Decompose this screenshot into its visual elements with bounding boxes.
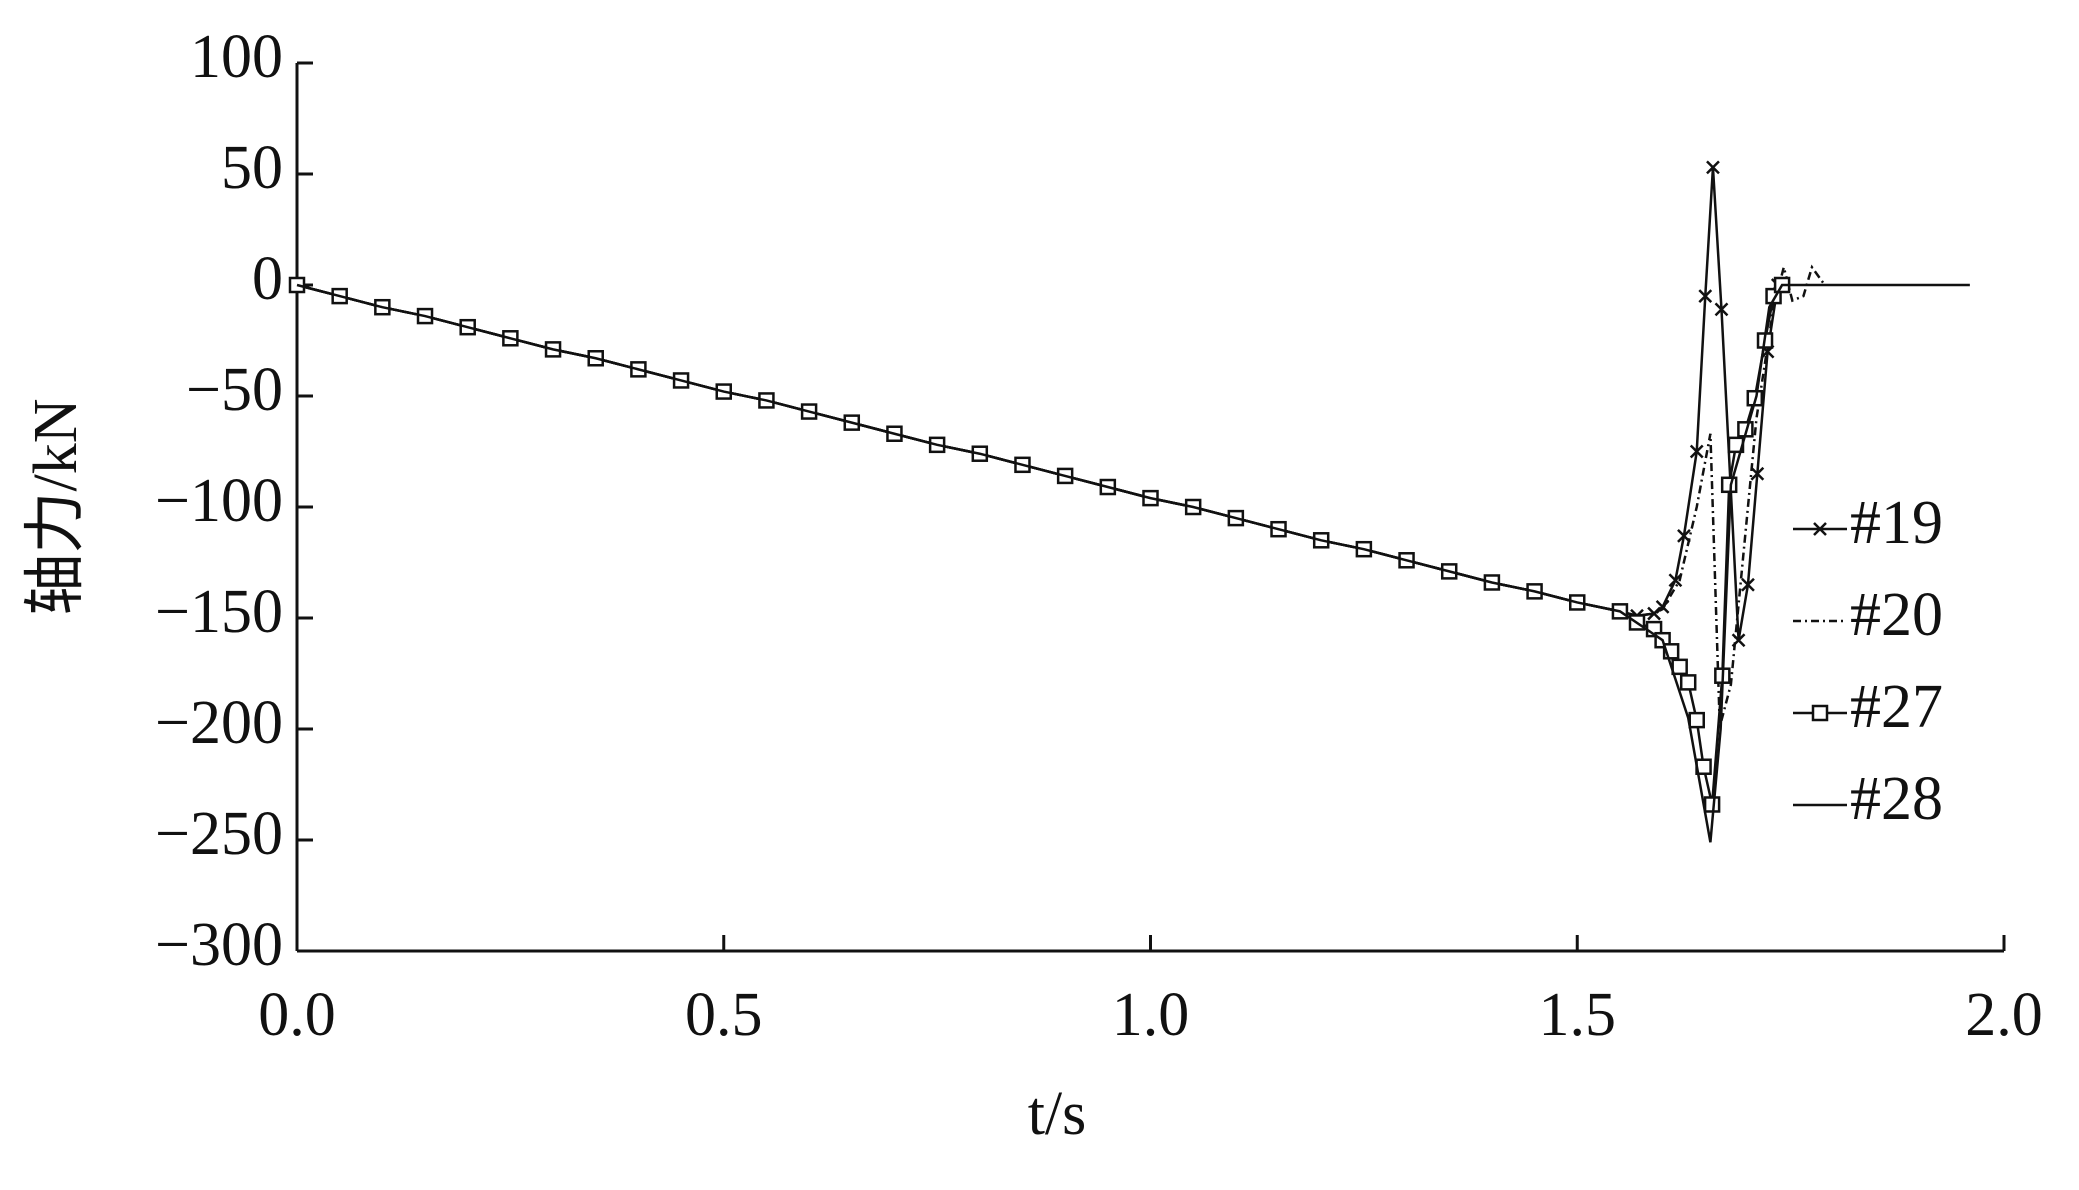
point-marker [1714, 302, 1729, 317]
series-line [296, 167, 1780, 641]
y-tick-label: −50 [186, 356, 283, 424]
y-tick-label: 0 [252, 245, 283, 313]
series-line [296, 283, 1970, 843]
y-tick-label: −200 [155, 689, 283, 757]
point-marker [1688, 711, 1705, 729]
point-marker [1741, 577, 1755, 592]
legend-label: #19 [1850, 489, 1943, 557]
point-marker [1647, 606, 1661, 621]
point-marker [1720, 476, 1738, 494]
x-tick-label: 1.0 [1112, 981, 1190, 1049]
point-marker [1679, 674, 1697, 691]
y-tick-label: −150 [155, 578, 283, 646]
y-axis-label: 轴力/kN [22, 398, 90, 615]
x-tick-label: 0.0 [258, 981, 336, 1049]
x-tick-label: 2.0 [1965, 981, 2043, 1049]
legend-label: #27 [1850, 673, 1943, 741]
x-axis-label: t/s [1028, 1080, 1087, 1148]
point-marker [1671, 658, 1688, 676]
legend-label: #28 [1850, 765, 1943, 833]
legend-marker [1811, 704, 1829, 722]
y-tick-label: −100 [155, 467, 283, 535]
series-line [296, 283, 1784, 805]
point-marker [1706, 160, 1720, 175]
point-marker [1750, 466, 1765, 481]
y-tick-label: −300 [155, 911, 283, 979]
x-tick-label: 1.5 [1539, 981, 1617, 1049]
point-marker [1698, 289, 1713, 303]
series-line [296, 264, 1826, 728]
point-marker [1689, 444, 1704, 459]
y-tick-label: 100 [190, 23, 283, 91]
legend-marker [1813, 522, 1827, 536]
y-tick-label: −250 [155, 800, 283, 868]
x-tick-label: 0.5 [685, 981, 763, 1049]
y-tick-label: 50 [221, 134, 283, 202]
point-marker [1703, 796, 1721, 813]
legend-label: #20 [1850, 581, 1943, 649]
